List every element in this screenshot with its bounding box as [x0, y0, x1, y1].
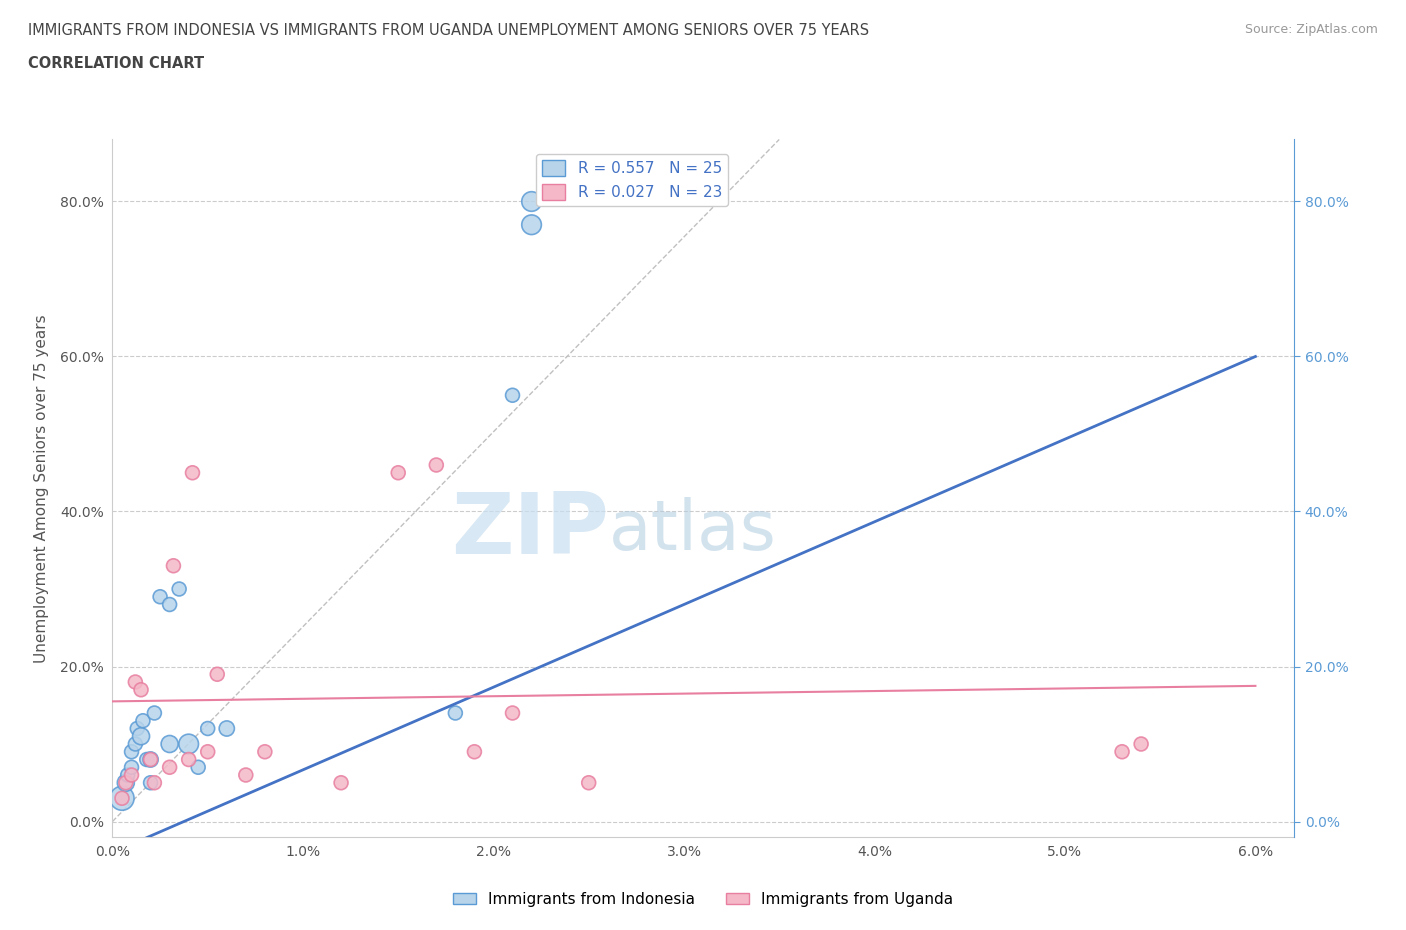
Point — [215, 721, 238, 736]
Y-axis label: Unemployment Among Seniors over 75 years: Unemployment Among Seniors over 75 years — [34, 314, 49, 662]
Point — [177, 752, 200, 767]
Point — [444, 706, 467, 721]
Point — [124, 674, 146, 689]
Point — [253, 744, 276, 759]
Text: atlas: atlas — [609, 497, 776, 564]
Point — [181, 465, 204, 480]
Point — [387, 465, 409, 480]
Point — [114, 776, 136, 790]
Point — [159, 760, 181, 775]
Point — [167, 581, 190, 596]
Point — [149, 590, 172, 604]
Point — [143, 706, 166, 721]
Point — [578, 776, 600, 790]
Point — [159, 597, 181, 612]
Text: ZIP: ZIP — [451, 488, 609, 572]
Point — [135, 752, 157, 767]
Point — [463, 744, 485, 759]
Point — [121, 760, 143, 775]
Point — [129, 683, 152, 698]
Point — [159, 737, 181, 751]
Legend: Immigrants from Indonesia, Immigrants from Uganda: Immigrants from Indonesia, Immigrants fr… — [447, 886, 959, 913]
Point — [520, 218, 543, 232]
Point — [520, 194, 543, 209]
Point — [139, 752, 162, 767]
Point — [124, 737, 146, 751]
Point — [129, 729, 152, 744]
Point — [197, 721, 219, 736]
Point — [197, 744, 219, 759]
Text: IMMIGRANTS FROM INDONESIA VS IMMIGRANTS FROM UGANDA UNEMPLOYMENT AMONG SENIORS O: IMMIGRANTS FROM INDONESIA VS IMMIGRANTS … — [28, 23, 869, 38]
Point — [1130, 737, 1153, 751]
Point — [207, 667, 229, 682]
Point — [111, 790, 134, 805]
Point — [502, 706, 524, 721]
Point — [121, 744, 143, 759]
Point — [330, 776, 353, 790]
Point — [114, 776, 136, 790]
Point — [162, 558, 184, 573]
Point — [143, 776, 166, 790]
Point — [139, 752, 162, 767]
Point — [502, 388, 524, 403]
Text: Source: ZipAtlas.com: Source: ZipAtlas.com — [1244, 23, 1378, 36]
Point — [1111, 744, 1133, 759]
Point — [235, 767, 257, 782]
Point — [111, 790, 134, 805]
Text: CORRELATION CHART: CORRELATION CHART — [28, 56, 204, 71]
Point — [177, 737, 200, 751]
Point — [127, 721, 149, 736]
Legend: R = 0.557   N = 25, R = 0.027   N = 23: R = 0.557 N = 25, R = 0.027 N = 23 — [536, 154, 728, 206]
Point — [132, 713, 155, 728]
Point — [121, 767, 143, 782]
Point — [187, 760, 209, 775]
Point — [139, 776, 162, 790]
Point — [425, 458, 447, 472]
Point — [117, 767, 139, 782]
